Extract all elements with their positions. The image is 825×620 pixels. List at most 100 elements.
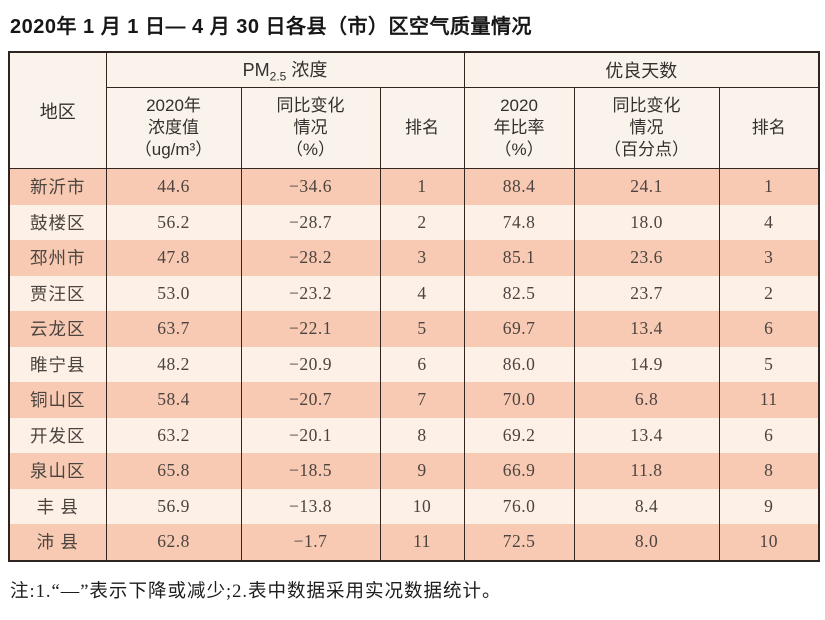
region-cell: 鼓楼区	[8, 204, 107, 240]
column-header-ratio-change: 同比变化 情况 （百分点）	[573, 87, 720, 169]
table-row: 云龙区 63.7 −22.1 5 69.7 13.4 6	[8, 311, 820, 347]
pm-value-cell: 44.6	[105, 168, 242, 205]
table-row: 沛 县 62.8 −1.7 11 72.5 8.0 10	[8, 524, 820, 561]
ratio-change-cell: 24.1	[573, 168, 720, 205]
ratio-rank-cell: 4	[718, 204, 820, 240]
ratio-change-cell: 18.0	[573, 204, 720, 240]
table-row: 开发区 63.2 −20.1 8 69.2 13.4 6	[8, 417, 820, 453]
pm-rank-cell: 3	[379, 240, 465, 276]
pm-rank-cell: 2	[379, 204, 465, 240]
pm-change-cell: −28.2	[240, 240, 381, 276]
pm-rank-cell: 6	[379, 346, 465, 382]
page-title: 2020年 1 月 1 日— 4 月 30 日各县（市）区空气质量情况	[10, 16, 533, 38]
good-days-ratio-cell: 66.9	[463, 453, 575, 489]
column-header-region: 地区	[8, 52, 107, 169]
pm-change-cell: −22.1	[240, 311, 381, 347]
pm-rank-cell: 4	[379, 275, 465, 311]
pm-change-cell: −20.7	[240, 382, 381, 418]
column-group-good-days: 优良天数	[463, 52, 820, 88]
region-cell: 泉山区	[8, 453, 107, 489]
column-header-pm-value: 2020年 浓度值 （ug/m³）	[105, 87, 242, 169]
region-cell: 丰 县	[8, 488, 107, 524]
ratio-rank-cell: 5	[718, 346, 820, 382]
ratio-rank-cell: 3	[718, 240, 820, 276]
pm-change-cell: −18.5	[240, 453, 381, 489]
ratio-rank-cell: 6	[718, 311, 820, 347]
ratio-change-cell: 11.8	[573, 453, 720, 489]
pm-rank-cell: 1	[379, 168, 465, 205]
pm-change-cell: −20.1	[240, 417, 381, 453]
ratio-rank-cell: 10	[718, 524, 820, 561]
good-days-ratio-cell: 74.8	[463, 204, 575, 240]
region-cell: 新沂市	[8, 168, 107, 205]
pm-value-cell: 58.4	[105, 382, 242, 418]
header-sub-row: 2020年 浓度值 （ug/m³） 同比变化 情况 （%） 排名 2020 年比…	[9, 87, 820, 169]
region-cell: 沛 县	[8, 524, 107, 561]
ratio-change-cell: 23.6	[573, 240, 720, 276]
ratio-change-cell: 8.4	[573, 488, 720, 524]
good-days-ratio-cell: 82.5	[463, 275, 575, 311]
table-row: 铜山区 58.4 −20.7 7 70.0 6.8 11	[8, 382, 820, 418]
pm-change-cell: −28.7	[240, 204, 381, 240]
ratio-rank-cell: 8	[718, 453, 820, 489]
region-cell: 邳州市	[8, 240, 107, 276]
good-days-ratio-cell: 69.2	[463, 417, 575, 453]
pm-value-cell: 63.7	[105, 311, 242, 347]
column-header-ratio-rank: 排名	[718, 87, 820, 169]
good-days-ratio-cell: 86.0	[463, 346, 575, 382]
pm-value-cell: 53.0	[105, 275, 242, 311]
pm-change-cell: −20.9	[240, 346, 381, 382]
ratio-change-cell: 6.8	[573, 382, 720, 418]
pm-change-cell: −13.8	[240, 488, 381, 524]
pm-rank-cell: 5	[379, 311, 465, 347]
pm25-label-prefix: PM	[242, 60, 270, 81]
good-days-ratio-cell: 88.4	[463, 168, 575, 205]
column-header-pm-change: 同比变化 情况 （%）	[240, 87, 381, 169]
ratio-rank-cell: 11	[718, 382, 820, 418]
good-days-ratio-cell: 85.1	[463, 240, 575, 276]
pm-value-cell: 63.2	[105, 417, 242, 453]
pm-rank-cell: 9	[379, 453, 465, 489]
column-header-ratio: 2020 年比率 （%）	[463, 87, 575, 169]
region-cell: 铜山区	[8, 382, 107, 418]
table-body: 新沂市 44.6 −34.6 1 88.4 24.1 1 鼓楼区 56.2 −2…	[8, 168, 820, 561]
table-row: 贾汪区 53.0 −23.2 4 82.5 23.7 2	[8, 275, 820, 311]
ratio-change-cell: 13.4	[573, 417, 720, 453]
pm-change-cell: −23.2	[240, 275, 381, 311]
header-group-row: 地区 PM2.5 浓度 优良天数	[8, 52, 820, 169]
pm-value-cell: 56.2	[105, 204, 242, 240]
pm25-label-suffix: 浓度	[286, 60, 328, 81]
ratio-change-cell: 23.7	[573, 275, 720, 311]
region-cell: 开发区	[8, 417, 107, 453]
table-row: 鼓楼区 56.2 −28.7 2 74.8 18.0 4	[8, 204, 820, 240]
good-days-ratio-cell: 70.0	[463, 382, 575, 418]
pm-value-cell: 62.8	[105, 524, 242, 561]
pm-rank-cell: 11	[379, 524, 465, 561]
ratio-rank-cell: 9	[718, 488, 820, 524]
ratio-change-cell: 8.0	[573, 524, 720, 561]
ratio-rank-cell: 6	[718, 417, 820, 453]
table-row: 丰 县 56.9 −13.8 10 76.0 8.4 9	[8, 488, 820, 524]
ratio-rank-cell: 1	[718, 168, 820, 205]
good-days-ratio-cell: 76.0	[463, 488, 575, 524]
region-cell: 云龙区	[8, 311, 107, 347]
pm-change-cell: −34.6	[240, 168, 381, 205]
pm-rank-cell: 8	[379, 417, 465, 453]
table-row: 邳州市 47.8 −28.2 3 85.1 23.6 3	[8, 240, 820, 276]
good-days-ratio-cell: 69.7	[463, 311, 575, 347]
pm25-label-subscript: 2.5	[269, 69, 287, 84]
table-row: 泉山区 65.8 −18.5 9 66.9 11.8 8	[8, 453, 820, 489]
pm-rank-cell: 10	[379, 488, 465, 524]
table-row: 睢宁县 48.2 −20.9 6 86.0 14.9 5	[8, 346, 820, 382]
air-quality-table: 地区 PM2.5 浓度 优良天数 2020年 浓度值 （ug/m³） 同比变化 …	[8, 51, 821, 562]
footnote: 注:1.“—”表示下降或减少;2.表中数据采用实况数据统计。	[10, 581, 502, 602]
column-header-pm-rank: 排名	[379, 87, 465, 169]
ratio-rank-cell: 2	[718, 275, 820, 311]
ratio-change-cell: 13.4	[573, 311, 720, 347]
good-days-ratio-cell: 72.5	[463, 524, 575, 561]
pm-value-cell: 56.9	[105, 488, 242, 524]
table-row: 新沂市 44.6 −34.6 1 88.4 24.1 1	[8, 168, 820, 205]
pm-change-cell: −1.7	[240, 524, 381, 561]
column-group-pm25: PM2.5 浓度	[105, 52, 465, 88]
region-cell: 睢宁县	[8, 346, 107, 382]
